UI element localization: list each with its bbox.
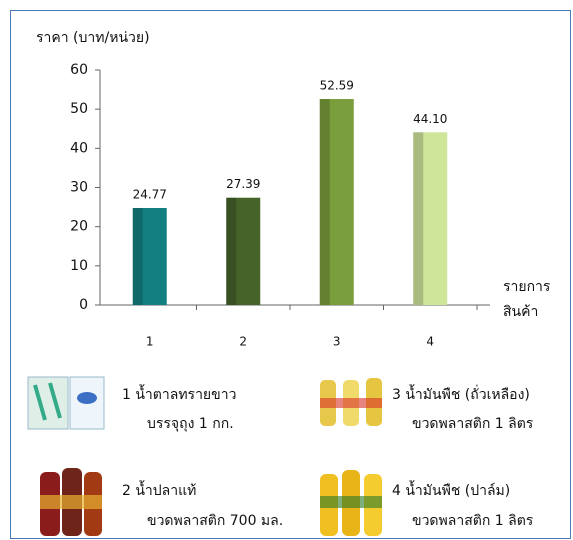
y-tick-label: 50 <box>70 101 88 117</box>
bar-shade <box>226 197 237 305</box>
product-label: 1 น้ำตาลทรายขาว <box>122 384 236 403</box>
product-label: ขวดพลาสติก 1 ลิตร <box>412 513 534 529</box>
product-label: 2 น้ำปลาแท้ <box>122 480 196 499</box>
value-label: 27.39 <box>226 177 260 191</box>
y-tick-label: 40 <box>70 140 88 156</box>
bar <box>413 132 448 305</box>
product-label: บรรจุถุง 1 กก. <box>147 416 234 432</box>
x-tick-label: 4 <box>426 335 434 349</box>
y-tick-label: 0 <box>79 297 88 313</box>
y-tick-label: 60 <box>70 62 88 78</box>
y-tick-label: 10 <box>70 258 88 274</box>
bar-shade <box>413 132 424 305</box>
x-axis-label: สินค้า <box>503 304 538 320</box>
bar <box>226 197 261 305</box>
bar <box>132 207 167 305</box>
y-tick-label: 30 <box>70 180 88 196</box>
product-label: ขวดพลาสติก 1 ลิตร <box>412 416 534 432</box>
x-tick-label: 1 <box>146 335 154 349</box>
x-tick-label: 3 <box>333 335 341 349</box>
product-image <box>40 468 102 536</box>
x-tick-label: 2 <box>239 335 247 349</box>
value-label: 44.10 <box>413 112 447 126</box>
product-label: ขวดพลาสติก 700 มล. <box>147 513 283 529</box>
x-axis-label: รายการ <box>503 279 551 295</box>
value-label: 24.77 <box>133 187 167 201</box>
bar-shade <box>132 207 143 305</box>
product-label: 4 น้ำมันพืช (ปาล์ม) <box>392 480 510 499</box>
product-image <box>320 378 382 426</box>
bar <box>319 99 354 306</box>
product-image <box>27 376 105 430</box>
frame <box>10 10 571 539</box>
value-label: 52.59 <box>320 79 354 93</box>
product-label: 3 น้ำมันพืช (ถั่วเหลือง) <box>392 384 530 403</box>
y-tick-label: 20 <box>70 219 88 235</box>
bar-shade <box>319 99 330 306</box>
product-image <box>320 470 382 536</box>
y-axis-label: ราคา (บาท/หน่วย) <box>36 30 150 46</box>
